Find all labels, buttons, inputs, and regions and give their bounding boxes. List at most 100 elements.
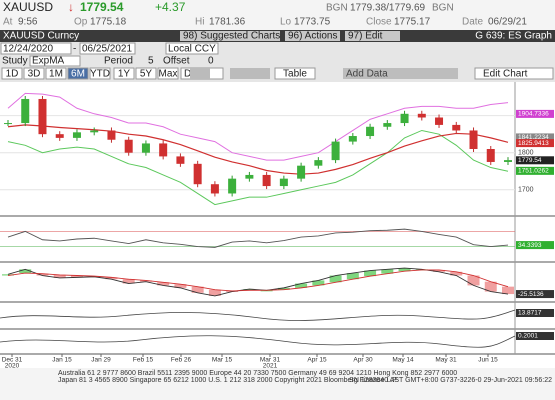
- high: 1781.36: [209, 17, 246, 28]
- upper-line: [7, 92, 509, 161]
- range-label[interactable]: Max: [159, 69, 178, 80]
- range-label[interactable]: 6M: [71, 69, 85, 80]
- macd-hist: [346, 273, 359, 280]
- macd-hist: [105, 277, 118, 280]
- edit-chart[interactable]: Edit Chart: [483, 69, 528, 80]
- x-tick-label: Jun 15: [478, 357, 498, 364]
- ticker: XAUUSD: [3, 0, 53, 14]
- x-tick-label: Dec 31: [2, 357, 23, 364]
- button[interactable]: [474, 67, 554, 80]
- range-button[interactable]: [23, 67, 45, 80]
- range-label[interactable]: YTD: [90, 69, 110, 80]
- candle: [55, 134, 64, 138]
- macd-hist: [312, 280, 325, 286]
- label: Lo: [280, 17, 292, 28]
- macd-hist: [260, 290, 273, 292]
- macd-hist: [484, 281, 497, 292]
- candle: [297, 165, 306, 179]
- study[interactable]: ExpMA: [32, 56, 65, 67]
- range-button[interactable]: [113, 67, 135, 80]
- dash: -: [73, 44, 76, 55]
- price-tag: [516, 139, 554, 148]
- candle: [331, 141, 340, 161]
- macd-hist: [433, 269, 446, 272]
- macd-hist: [191, 286, 204, 293]
- range-button[interactable]: [1, 67, 23, 80]
- start-date[interactable]: 12/24/2020: [3, 44, 53, 55]
- time: 9:56: [18, 17, 38, 28]
- label: Study: [2, 56, 28, 67]
- currency[interactable]: Local CCY: [168, 44, 216, 55]
- bid-source: BGN: [326, 3, 348, 14]
- dropdown[interactable]: [165, 42, 219, 55]
- macd-hist: [36, 273, 49, 276]
- macd-hist: [329, 275, 342, 283]
- panel-tag: [516, 309, 554, 317]
- button[interactable]: [274, 67, 316, 80]
- button[interactable]: [230, 68, 270, 79]
- add-data[interactable]: Add Data: [346, 69, 388, 80]
- label: Hi: [195, 17, 204, 28]
- year-label: 2020: [5, 363, 20, 370]
- end-date[interactable]: 06/25/2021: [82, 44, 132, 55]
- input[interactable]: [343, 68, 458, 79]
- dropdown[interactable]: [29, 55, 81, 67]
- button[interactable]: [285, 31, 340, 41]
- label: Period: [104, 56, 133, 67]
- low: 1773.75: [294, 17, 331, 28]
- quote-bar: [0, 0, 555, 30]
- footer: Australia 61 2 9777 8600 Brazil 5511 239…: [58, 370, 457, 377]
- range-button[interactable]: [67, 67, 89, 80]
- button[interactable]: [190, 68, 210, 79]
- macd-hist: [19, 269, 32, 274]
- range-label[interactable]: 1D: [6, 69, 19, 80]
- candle: [21, 98, 30, 124]
- macd-hist: [122, 279, 135, 284]
- arrow: ↓: [68, 0, 74, 14]
- macd-hist: [381, 269, 394, 274]
- macd-tag-label: -25.5136: [518, 291, 544, 298]
- button-label[interactable]: 98) Suggested Charts: [183, 31, 280, 42]
- candle: [314, 160, 323, 166]
- range-label[interactable]: 3D: [28, 69, 41, 80]
- price-tag: [516, 109, 554, 118]
- plot-area: [0, 82, 515, 354]
- range-button[interactable]: [157, 67, 179, 80]
- macd-hist: [70, 275, 83, 278]
- candle: [228, 178, 237, 194]
- candle: [4, 123, 12, 125]
- candle: [159, 143, 168, 157]
- price-tag-label: 1751.0262: [518, 168, 549, 175]
- candle: [366, 126, 375, 137]
- candle: [141, 143, 150, 153]
- x-tick-label: Feb 26: [171, 357, 192, 364]
- range-label[interactable]: 1Y: [118, 69, 131, 80]
- period[interactable]: 5: [148, 56, 154, 67]
- screen-name: G 639: ES Graph: [475, 31, 552, 42]
- range-label[interactable]: 5Y: [140, 69, 153, 80]
- range-label[interactable]: 1M: [49, 69, 63, 80]
- candle: [400, 113, 409, 124]
- candle: [38, 98, 47, 135]
- candle: [210, 184, 219, 194]
- input[interactable]: [0, 42, 72, 55]
- button[interactable]: [180, 31, 280, 41]
- button-label[interactable]: 97) Edit: [348, 31, 383, 42]
- ma-line: [7, 124, 509, 175]
- range-button[interactable]: [89, 67, 111, 80]
- panel-tag: [516, 332, 554, 340]
- signal-line: [7, 269, 509, 292]
- offset[interactable]: 0: [208, 56, 214, 67]
- x-tick-label: May 31: [435, 357, 457, 364]
- candle: [124, 139, 133, 153]
- table-button[interactable]: Table: [283, 69, 307, 80]
- macd-hist: [364, 270, 377, 277]
- date: 06/29/21: [488, 17, 527, 28]
- button[interactable]: [345, 31, 400, 41]
- price-tag-label: 1779.54: [518, 157, 542, 164]
- range-button[interactable]: [45, 67, 67, 80]
- bid-ask: 1779.38/1779.69: [350, 3, 426, 14]
- button-label[interactable]: 96) Actions: [288, 31, 337, 42]
- input[interactable]: [79, 42, 136, 55]
- range-button[interactable]: [135, 67, 157, 80]
